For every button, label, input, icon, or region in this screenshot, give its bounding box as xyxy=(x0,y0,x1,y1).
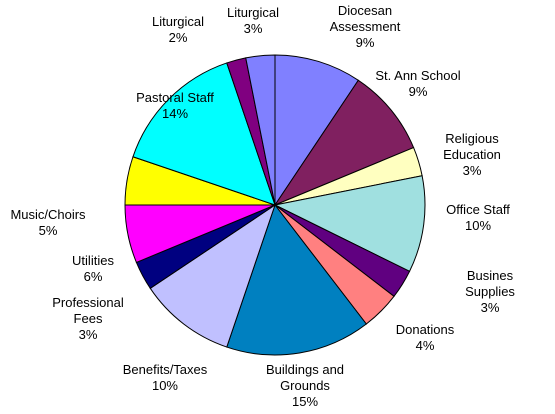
category-label: Liturgical xyxy=(226,5,280,20)
slice-label: Diocesan Assessment 9% xyxy=(330,3,401,51)
value-label: 15% xyxy=(291,394,319,409)
value-label: 2% xyxy=(168,30,188,45)
value-label: 10% xyxy=(464,218,492,233)
category-label: Busines Supplies xyxy=(465,268,515,299)
pie-slice xyxy=(132,62,276,206)
category-label: Professional Fees xyxy=(52,295,124,326)
pie-slice xyxy=(274,54,360,207)
category-label: Benefits/Taxes xyxy=(122,362,208,377)
value-label: 6% xyxy=(83,269,103,284)
value-label: 3% xyxy=(462,163,482,178)
value-label: 5% xyxy=(38,223,58,238)
value-label: 10% xyxy=(151,378,179,393)
slice-label: Religious Education 3% xyxy=(443,131,501,179)
slice-label: Office Staff 10% xyxy=(446,202,510,234)
category-label: Buildings and Grounds xyxy=(265,362,345,393)
slice-label: Benefits/Taxes 10% xyxy=(123,362,208,394)
slice-label: Liturgical 2% xyxy=(152,14,204,46)
slice-label: Donations 4% xyxy=(396,322,455,354)
category-label: Music/Choirs xyxy=(10,207,86,222)
category-label: Office Staff xyxy=(446,202,510,217)
value-label: 3% xyxy=(243,21,263,36)
value-label: 14% xyxy=(161,106,189,121)
slice-label: Music/Choirs 5% xyxy=(10,207,85,239)
category-label: St. Ann School xyxy=(375,68,461,83)
pie-slice xyxy=(149,203,276,348)
category-label: Donations xyxy=(395,322,455,337)
pie-slice xyxy=(273,175,426,273)
value-label: 3% xyxy=(480,300,500,315)
pie-slice xyxy=(226,203,368,356)
slice-label: Professional Fees 3% xyxy=(52,295,124,343)
value-label: 4% xyxy=(415,338,435,353)
category-label: Diocesan Assessment xyxy=(329,3,401,34)
category-label: Pastoral Staff xyxy=(136,90,214,105)
category-label: Liturgical xyxy=(151,14,205,29)
category-label: Utilities xyxy=(72,253,114,268)
slice-label: Utilities 6% xyxy=(72,253,114,285)
value-label: 9% xyxy=(355,35,375,50)
slice-label: St. Ann School 9% xyxy=(375,68,460,100)
slice-label: Liturgical 3% xyxy=(227,5,279,37)
slice-label: Pastoral Staff 14% xyxy=(136,90,214,122)
pie-slice xyxy=(245,54,276,206)
category-label: Religious Education xyxy=(443,131,501,162)
slice-label: Buildings and Grounds 15% xyxy=(266,362,344,410)
pie-slice xyxy=(273,79,415,207)
value-label: 3% xyxy=(78,327,98,342)
value-label: 9% xyxy=(408,84,428,99)
slice-label: Busines Supplies 3% xyxy=(458,268,523,316)
